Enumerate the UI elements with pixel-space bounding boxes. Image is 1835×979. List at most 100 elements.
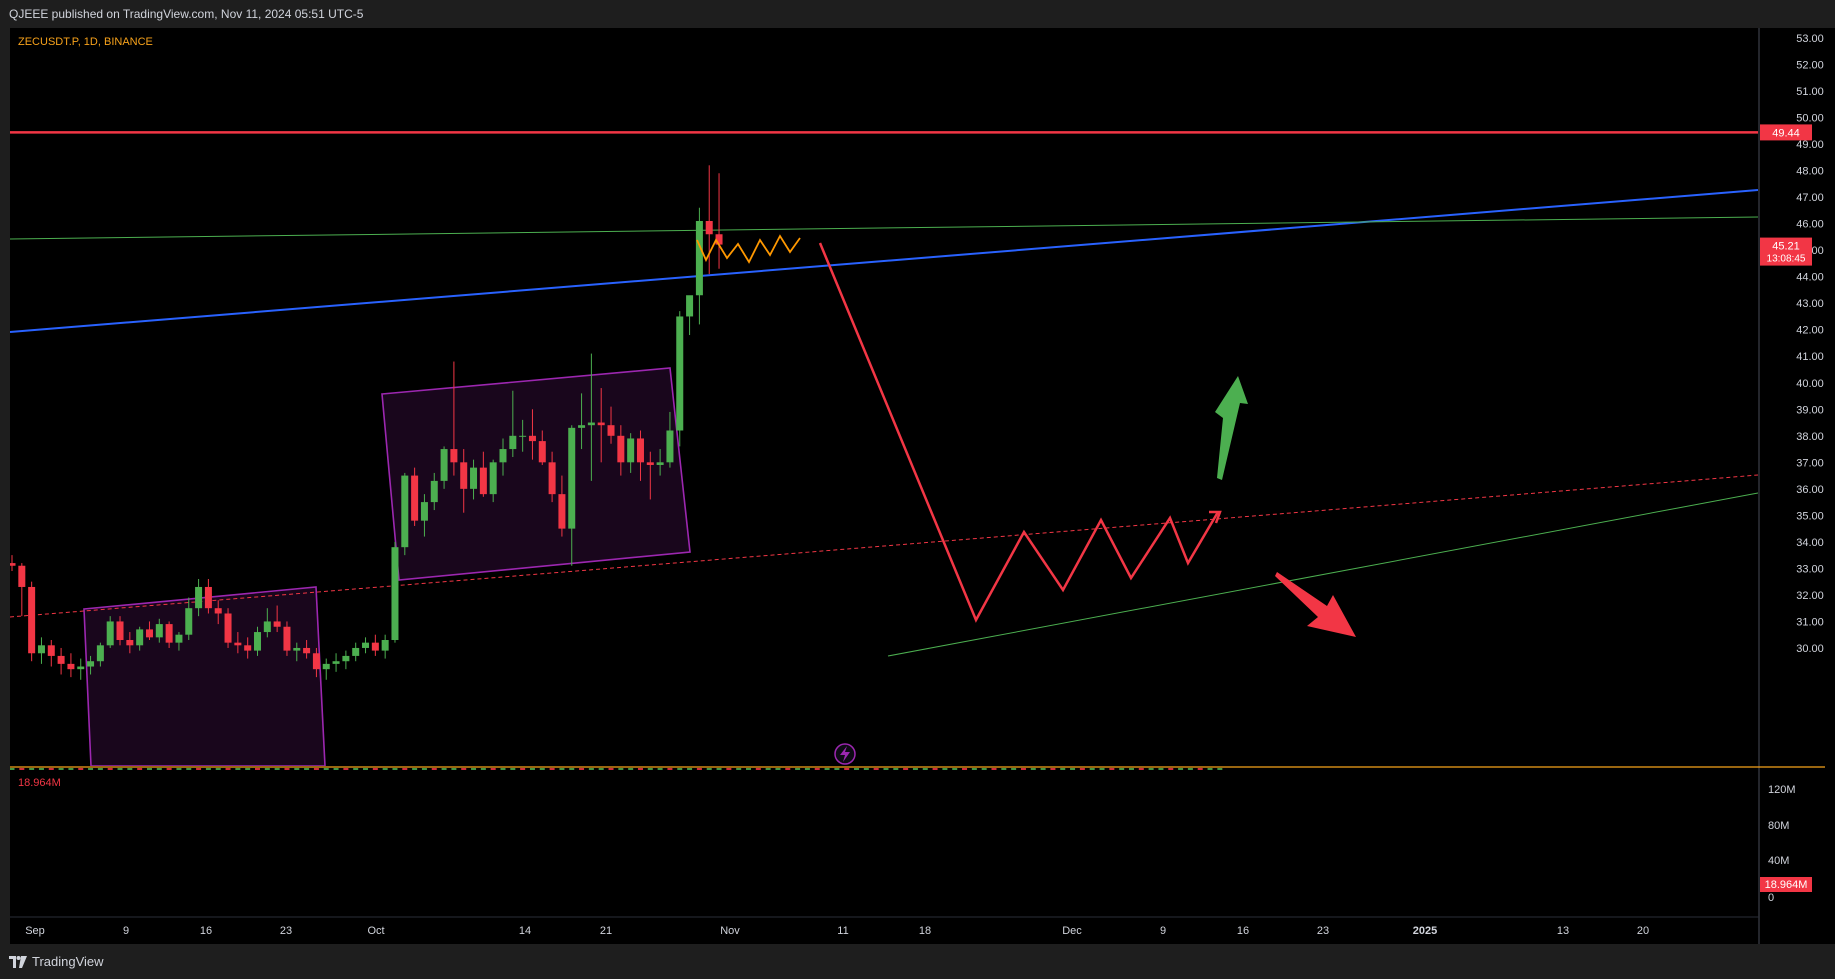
candle-body[interactable] [362, 642, 370, 648]
volume-axis[interactable]: 120M 80M 40M 018.964M [1760, 784, 1812, 904]
candle-body[interactable] [342, 655, 350, 662]
candle-body[interactable] [77, 666, 85, 670]
resistance-price-tag[interactable] [1760, 124, 1812, 141]
candle-body[interactable] [676, 316, 684, 431]
candle-body[interactable] [371, 642, 379, 651]
price-axis[interactable]: 53.00 52.00 51.00 50.00 49.00 48.00 47.00 46.00… [1760, 33, 1824, 655]
projected-path[interactable] [818, 242, 1220, 623]
candle-body[interactable] [420, 502, 428, 521]
candle-body[interactable] [519, 435, 527, 437]
candle-body[interactable] [509, 435, 517, 450]
candle-body[interactable] [9, 563, 16, 566]
candle-body[interactable] [686, 295, 694, 317]
candle-body[interactable] [96, 645, 104, 662]
lightning-icon[interactable] [834, 743, 856, 765]
candle-body[interactable] [499, 449, 507, 463]
candle-body[interactable] [106, 621, 114, 646]
candle-body[interactable] [646, 462, 654, 465]
candle-body[interactable] [175, 634, 183, 643]
candle-body[interactable] [656, 462, 664, 465]
candle-body[interactable] [18, 565, 26, 587]
channel-trendline[interactable] [10, 189, 1758, 333]
consolidation-box-oct[interactable] [381, 367, 691, 581]
candle-body[interactable] [57, 655, 65, 664]
candle-body[interactable] [381, 640, 389, 651]
orange-zigzag[interactable] [696, 234, 801, 264]
candle-body[interactable] [126, 640, 134, 646]
projected-arrowhead [1209, 510, 1222, 524]
candle-body[interactable] [155, 624, 163, 638]
last-price-tag[interactable] [1760, 237, 1812, 266]
candle-body[interactable] [489, 462, 497, 495]
candle-body[interactable] [254, 632, 261, 651]
price-tick-label: 50.00 [1796, 113, 1824, 125]
volume-bar [245, 768, 251, 770]
symbol-label[interactable]: ZECUSDT.P, 1D, BINANCE [18, 36, 153, 48]
candle-body[interactable] [705, 220, 713, 235]
candle-body[interactable] [273, 621, 281, 627]
candle-body[interactable] [430, 480, 438, 503]
candle-body[interactable] [263, 621, 271, 633]
tradingview-logo[interactable]: TradingView [9, 954, 104, 969]
candle-body[interactable] [136, 629, 144, 646]
candle-body[interactable] [666, 430, 674, 463]
candle-body[interactable] [617, 435, 625, 463]
candle-body[interactable] [116, 621, 124, 641]
candle-body[interactable] [165, 624, 173, 643]
candle-body[interactable] [460, 462, 468, 489]
candle-body[interactable] [558, 494, 566, 529]
candle-body[interactable] [607, 425, 615, 436]
last-volume-tag[interactable] [1760, 877, 1812, 892]
candle-body[interactable] [479, 467, 487, 495]
price-tick-label: 41.00 [1796, 351, 1824, 363]
candle-body[interactable] [636, 438, 644, 463]
candle-body[interactable] [28, 586, 36, 654]
candle-body[interactable] [391, 547, 399, 641]
candle-body[interactable] [204, 586, 212, 609]
candle-body[interactable] [312, 653, 320, 670]
candle-body[interactable] [627, 438, 635, 463]
candle-body[interactable] [322, 663, 330, 670]
candle-body[interactable] [470, 467, 478, 489]
candle-body[interactable] [715, 234, 723, 245]
candle-body[interactable] [548, 462, 556, 495]
candle-body[interactable] [87, 661, 95, 667]
candle-body[interactable] [578, 425, 586, 428]
candle-body[interactable] [244, 645, 252, 651]
candle-body[interactable] [597, 422, 605, 426]
candle-body[interactable] [450, 449, 458, 463]
candle-body[interactable] [695, 220, 703, 296]
candle-body[interactable] [411, 475, 419, 521]
chart-canvas[interactable]: 53.00 52.00 51.00 50.00 49.00 48.00 47.00 46.00… [0, 0, 1835, 944]
candle-body[interactable] [332, 661, 340, 664]
candle-body[interactable] [145, 629, 153, 638]
candle-body[interactable] [185, 608, 193, 635]
green-trendline-upper[interactable] [10, 216, 1758, 240]
time-axis[interactable]: Sep 9 16 23 Oct 14 21 Nov 11 18 Dec 9 16 23 2025 13 20 [25, 925, 1649, 937]
price-tick-label: 52.00 [1796, 60, 1824, 72]
consolidation-box-sep[interactable] [83, 586, 326, 766]
candle-body[interactable] [568, 427, 576, 529]
candle-body[interactable] [283, 626, 291, 651]
candle-body[interactable] [440, 449, 448, 481]
candle-body[interactable] [303, 647, 311, 654]
candle-body[interactable] [587, 422, 595, 426]
candle-body[interactable] [214, 608, 222, 614]
price-tick-label: 43.00 [1796, 298, 1824, 310]
time-tick-label: 23 [280, 925, 292, 937]
candle-body[interactable] [352, 647, 360, 656]
candle-body[interactable] [37, 645, 45, 654]
candle-body[interactable] [528, 435, 536, 442]
red-down-arrow[interactable] [1275, 572, 1356, 637]
candle-body[interactable] [401, 475, 409, 548]
candle-body[interactable] [234, 642, 242, 646]
green-up-arrow[interactable] [1215, 376, 1248, 480]
candle-body[interactable] [195, 586, 203, 609]
candle-body[interactable] [538, 441, 546, 463]
candle-body[interactable] [224, 613, 232, 643]
green-trendline-lower[interactable] [887, 492, 1758, 657]
candle-body[interactable] [67, 663, 75, 670]
dashed-support-line[interactable] [10, 474, 1758, 618]
candle-body[interactable] [47, 645, 55, 656]
candle-body[interactable] [293, 647, 301, 651]
